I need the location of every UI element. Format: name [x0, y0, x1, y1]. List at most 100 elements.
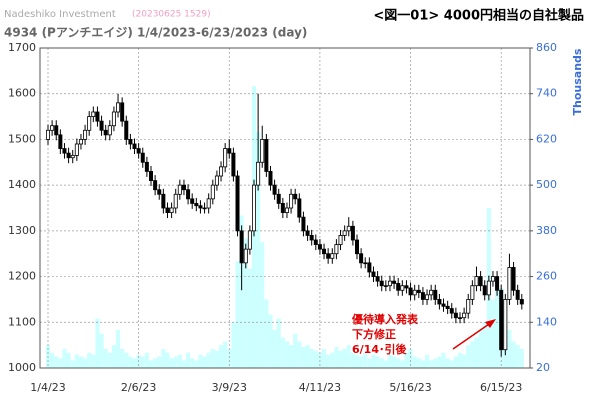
volume-bar: [466, 345, 471, 368]
candle-body: [103, 129, 108, 136]
candle-body: [124, 120, 129, 140]
candle-body: [367, 262, 372, 273]
candle-body: [264, 139, 269, 172]
y2-tick-label: 380: [536, 224, 557, 237]
volume-bar: [334, 347, 339, 368]
volume-bar: [429, 360, 434, 368]
candle-body: [50, 125, 55, 131]
candle-body: [173, 193, 178, 209]
x-tick-label: 5/16/23: [389, 381, 431, 394]
volume-bar: [223, 341, 228, 368]
candle-body: [78, 139, 83, 145]
chart-title: <図一01> 4000円相当の自社製品: [373, 8, 584, 24]
y-tick-label: 1100: [8, 315, 36, 328]
candle-body: [313, 239, 318, 245]
candle-body: [490, 276, 495, 282]
volume-bar: [194, 360, 199, 368]
volume-bar: [293, 333, 298, 368]
volume-bar: [50, 352, 55, 368]
candle-body: [161, 193, 166, 209]
candle-body: [359, 253, 364, 264]
y-tick-label: 1500: [8, 132, 36, 145]
volume-bar: [305, 345, 310, 368]
candle-body: [190, 198, 195, 204]
volume-bar: [445, 358, 450, 368]
candle-body: [354, 239, 359, 255]
volume-bar: [177, 354, 182, 368]
volume-bar: [173, 356, 178, 368]
volume-bar: [161, 348, 166, 368]
candle-body: [251, 184, 256, 232]
candle-body: [198, 205, 203, 209]
volume-bar: [256, 131, 261, 368]
volume-bar: [202, 356, 207, 368]
candle-body: [470, 285, 475, 300]
y2-tick-label: 620: [536, 132, 557, 145]
y2-tick-label: 140: [536, 315, 557, 328]
volume-bar: [515, 345, 520, 368]
candle-body: [202, 207, 207, 210]
volume-bar: [507, 329, 512, 368]
volume-bar: [186, 352, 191, 368]
volume-bar: [284, 341, 290, 368]
candle-body: [375, 276, 380, 282]
candle-body: [280, 203, 285, 213]
candle-body: [416, 289, 421, 293]
x-tick-label: 2/6/23: [121, 381, 156, 394]
candle-body: [342, 230, 347, 236]
volume-bar: [346, 345, 351, 368]
volume-bar: [375, 356, 380, 368]
volume-bar: [354, 354, 360, 368]
volume-bar: [58, 358, 63, 368]
candle-body: [111, 111, 116, 127]
y-tick-label: 1200: [8, 270, 36, 283]
y-tick-label: 1600: [8, 87, 36, 100]
volume-bar: [449, 360, 454, 368]
volume-bar: [99, 333, 104, 368]
candle-body: [297, 198, 302, 218]
candle-body: [486, 280, 491, 296]
candle-body: [474, 276, 479, 287]
volume-bar: [62, 348, 67, 368]
volume-bar: [363, 352, 368, 368]
candle-body: [186, 189, 191, 200]
volume-bar: [338, 350, 343, 368]
volume-bar: [181, 360, 187, 368]
candle-body: [387, 280, 392, 287]
candle-body: [177, 184, 182, 195]
candle-body: [231, 152, 236, 177]
candle-body: [289, 193, 294, 209]
candle-body: [495, 276, 500, 291]
volume-bar: [462, 354, 467, 368]
candle-body: [400, 285, 405, 291]
annotation: 6/14･引後: [352, 342, 407, 356]
volume-bar: [424, 354, 430, 368]
candle-body: [301, 216, 306, 232]
candle-body: [120, 102, 125, 122]
volume-bar: [276, 318, 281, 368]
candle-body: [503, 299, 508, 351]
volume-bar: [124, 352, 129, 368]
volume-bar: [91, 354, 96, 368]
candle-body: [107, 125, 112, 136]
volume-bar: [264, 299, 269, 368]
candle-body: [99, 120, 104, 131]
candle-body: [153, 180, 158, 191]
candle-body: [317, 244, 322, 250]
candle-body: [437, 299, 442, 305]
volume-bar: [169, 358, 174, 368]
candle-body: [326, 253, 331, 259]
annotation: 優待導入発表: [351, 312, 419, 326]
volume-bar: [239, 215, 244, 368]
candle-body: [466, 299, 471, 314]
candle-body: [116, 102, 121, 113]
y2-tick-label: 260: [536, 270, 557, 283]
candle-body: [74, 143, 79, 156]
volume-bar: [128, 356, 133, 368]
volume-bar: [297, 341, 302, 368]
volume-bar: [153, 358, 158, 368]
candle-body: [511, 267, 516, 291]
candle-body: [449, 308, 454, 314]
volume-bar: [214, 350, 219, 368]
candle-body: [70, 155, 75, 159]
